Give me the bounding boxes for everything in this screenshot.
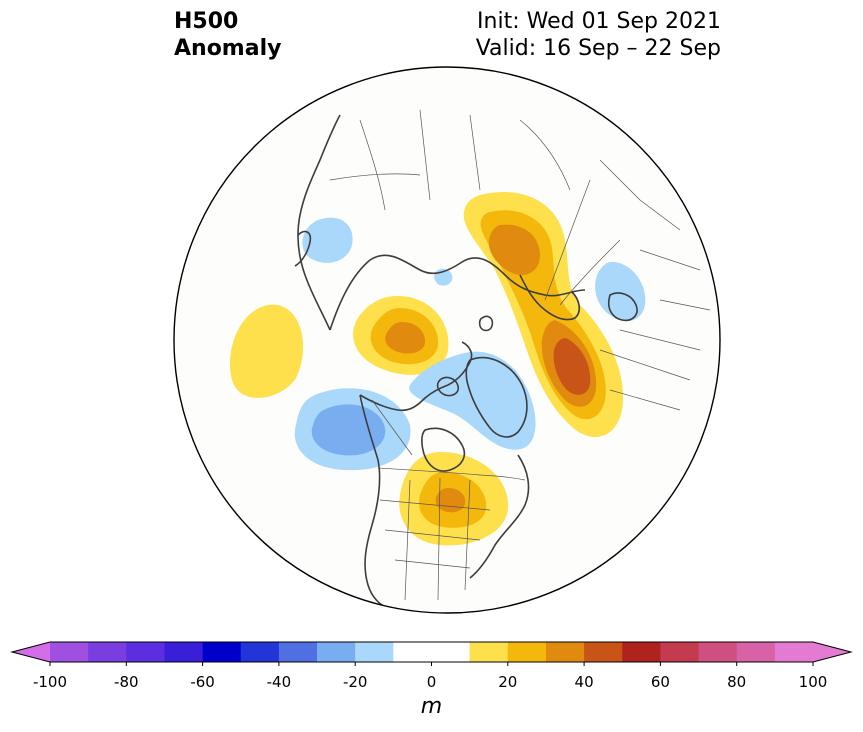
colorbar-swatch [431,642,471,662]
colorbar-swatch [126,642,165,662]
colorbar-swatch [393,642,432,662]
colorbar-swatch [240,642,280,662]
anomaly-scandinavia-inner [488,224,540,276]
coastline-greenland [465,356,528,438]
colorbar-extend-low [12,642,50,662]
colorbar-swatch [507,642,547,662]
colorbar-swatch [50,642,89,662]
colorbar-ticks: -100 -80 -60 -40 -20 0 20 40 60 80 100 [33,662,827,690]
anomaly-central-asia [595,262,646,322]
colorbar-swatch [278,642,318,662]
polar-map [173,66,721,614]
title-line-2: Anomaly [174,36,282,61]
colorbar-extend-high [813,642,851,662]
colorbar-swatch [88,642,127,662]
coastline-asia-east [297,114,341,331]
anomaly-east-asia [302,217,353,263]
coastlines [294,114,638,611]
init-date: Init: Wed 01 Sep 2021 [477,9,721,34]
coastline-japan [294,230,312,267]
colorbar-swatch [545,642,585,662]
colorbar-swatch [355,642,394,662]
coastline-hudson-bay [421,427,466,472]
coastline-svalbard [478,315,494,332]
anomaly-gulf-of-alaska-inner [311,404,386,456]
border-europe [599,299,711,411]
title-line-1: H500 [174,9,239,34]
colorbar-tick-label: -20 [343,673,368,690]
colorbar-tick-label: -100 [33,673,67,690]
colorbar-swatch [736,642,776,662]
colorbar-swatch [584,642,623,662]
border-asia [329,109,701,351]
colorbar-swatch [698,642,738,662]
colorbar-tick-label: 20 [498,673,517,690]
anomaly-greenland [409,351,536,450]
colorbar-swatch [317,642,356,662]
map-title: H500 Anomaly [174,8,281,62]
border-alaska-canada [371,399,413,456]
date-info: Init: Wed 01 Sep 2021 Valid: 16 Sep – 22… [476,8,721,62]
coastline-scandinavia [519,274,581,321]
coastline-black-sea [607,292,638,322]
anomaly-north-pacific [229,304,304,398]
anomaly-bering-inner [385,322,426,354]
colorbar-swatches [50,642,814,662]
colorbar-tick-label: 80 [727,673,746,690]
colorbar-swatch [774,642,814,662]
anomaly-great-lakes-inner [435,488,466,513]
political-borders [329,109,711,601]
colorbar-tick-label: -80 [114,673,139,690]
colorbar-swatch [164,642,204,662]
colorbar-swatch [469,642,509,662]
coastline-eurasia-north [329,254,586,331]
colorbar-swatch [660,642,700,662]
colorbar-tick-label: 0 [427,673,437,690]
colorbar-swatch [202,642,242,662]
coastline-north-america-west [359,394,391,611]
colorbar-tick-label: 60 [651,673,670,690]
colorbar-tick-label: 100 [799,673,828,690]
colorbar-tick-label: -60 [190,673,215,690]
coastline-north-america-east [469,454,530,579]
coastline-arctic-islands [436,376,460,397]
valid-range: Valid: 16 Sep – 22 Sep [475,36,721,61]
anomaly-russia-inner [553,338,591,395]
border-canada-us [377,467,526,481]
border-us-states [379,477,491,601]
border-russia [544,179,621,306]
colorbar: -100 -80 -60 -40 -20 0 20 40 60 80 100 [10,641,853,690]
colorbar-tick-label: 40 [575,673,594,690]
colorbar-swatch [622,642,661,662]
colorbar-tick-label: -40 [267,673,292,690]
colorbar-unit: m [420,694,443,719]
globe-boundary [173,66,721,614]
